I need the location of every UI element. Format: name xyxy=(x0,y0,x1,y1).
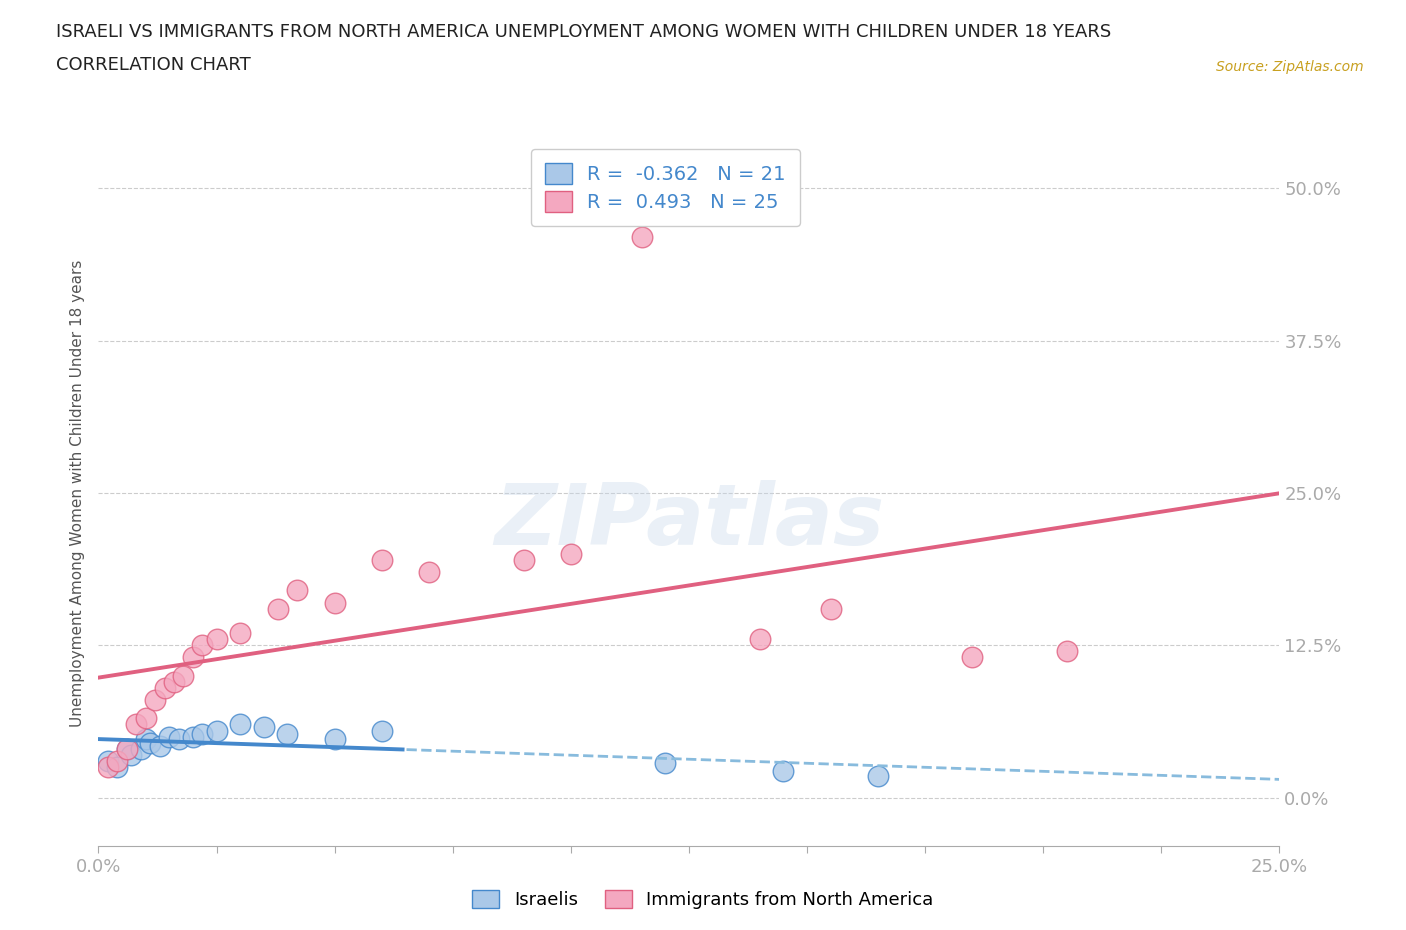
Point xyxy=(105,753,128,768)
Point xyxy=(135,732,157,747)
Point xyxy=(866,768,889,783)
Point xyxy=(149,739,172,754)
Point xyxy=(229,626,252,641)
Point xyxy=(371,552,394,567)
Point xyxy=(181,729,204,744)
Point xyxy=(181,650,204,665)
Point xyxy=(163,674,186,689)
Point xyxy=(229,717,252,732)
Legend: Israelis, Immigrants from North America: Israelis, Immigrants from North America xyxy=(465,883,941,916)
Text: CORRELATION CHART: CORRELATION CHART xyxy=(56,56,252,73)
Point xyxy=(253,720,276,735)
Point xyxy=(371,724,394,738)
Point xyxy=(205,631,228,646)
Point xyxy=(772,764,794,778)
Point xyxy=(820,601,842,616)
Point xyxy=(418,565,440,579)
Point xyxy=(512,552,534,567)
Point xyxy=(560,547,582,562)
Point xyxy=(139,736,162,751)
Y-axis label: Unemployment Among Women with Children Under 18 years: Unemployment Among Women with Children U… xyxy=(69,259,84,726)
Point xyxy=(276,726,298,741)
Point xyxy=(121,748,143,763)
Point xyxy=(323,732,346,747)
Point xyxy=(267,601,290,616)
Point xyxy=(323,595,346,610)
Point xyxy=(172,669,194,684)
Point xyxy=(191,638,214,653)
Point xyxy=(157,729,180,744)
Point xyxy=(630,230,652,245)
Point xyxy=(129,741,152,756)
Point xyxy=(97,760,120,775)
Point xyxy=(962,650,984,665)
Point xyxy=(115,741,138,756)
Point xyxy=(153,681,176,696)
Point xyxy=(748,631,770,646)
Point xyxy=(1056,644,1078,658)
Point xyxy=(115,741,138,756)
Point xyxy=(97,753,120,768)
Point xyxy=(191,726,214,741)
Point xyxy=(135,711,157,725)
Point xyxy=(654,756,676,771)
Point xyxy=(167,732,190,747)
Point xyxy=(125,717,148,732)
Text: ZIPatlas: ZIPatlas xyxy=(494,480,884,563)
Legend: R =  -0.362   N = 21, R =  0.493   N = 25: R = -0.362 N = 21, R = 0.493 N = 25 xyxy=(531,149,800,226)
Point xyxy=(105,760,128,775)
Point xyxy=(143,693,166,708)
Point xyxy=(205,724,228,738)
Text: Source: ZipAtlas.com: Source: ZipAtlas.com xyxy=(1216,60,1364,74)
Point xyxy=(285,583,308,598)
Text: ISRAELI VS IMMIGRANTS FROM NORTH AMERICA UNEMPLOYMENT AMONG WOMEN WITH CHILDREN : ISRAELI VS IMMIGRANTS FROM NORTH AMERICA… xyxy=(56,23,1112,41)
